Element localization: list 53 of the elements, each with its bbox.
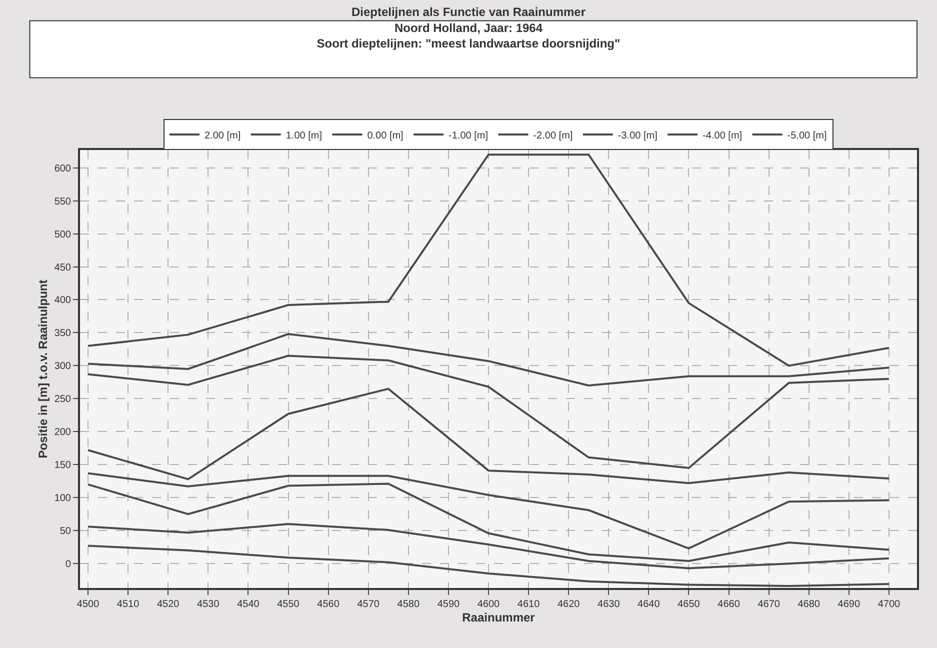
legend-label: -4.00 [m] — [702, 130, 742, 142]
x-tick-label: 4630 — [598, 599, 620, 610]
x-tick-label: 4500 — [76, 599, 100, 610]
legend-label: -2.00 [m] — [533, 130, 573, 142]
x-tick-label: 4510 — [116, 599, 140, 610]
y-tick-label: 550 — [54, 196, 72, 208]
y-tick-label: 500 — [54, 229, 72, 240]
line-series — [87, 472, 890, 550]
x-tick-label: 4680 — [798, 599, 820, 610]
y-axis-title: Positie in [m] t.o.v. Raainulpunt — [36, 280, 50, 458]
legend-label: 0.00 [m] — [367, 130, 404, 142]
line-series — [87, 544, 890, 588]
y-tick-label: 450 — [54, 262, 72, 274]
legend-label: 2.00 [m] — [204, 130, 241, 142]
x-axis-title: Raainummer — [462, 610, 536, 624]
x-tick-label: 4690 — [838, 599, 860, 610]
x-tick-label: 4700 — [878, 599, 901, 610]
y-tick-label: 250 — [54, 394, 72, 406]
chart-title: Dieptelijnen als Functie van Raainummer Noord Holland, Jaar: 1964 Soort dieptelijnen: "meest landwaartse doorsnijding" — [316, 5, 620, 50]
x-tick-label: 4650 — [678, 599, 700, 610]
x-tick-label: 4600 — [477, 599, 500, 610]
x-tick-label: 4670 — [758, 599, 780, 610]
y-tick-label: 350 — [54, 328, 72, 340]
x-tick-label: 4520 — [156, 599, 180, 610]
line-series — [87, 333, 890, 386]
line-series — [87, 154, 890, 367]
y-tick-label: 150 — [54, 460, 72, 472]
line-series — [87, 523, 890, 570]
line-series — [87, 482, 890, 562]
y-tick-label: 300 — [54, 361, 72, 372]
x-tick-label: 4610 — [517, 599, 540, 610]
legend-label: -1.00 [m] — [448, 130, 488, 142]
legend-label: -5.00 [m] — [787, 130, 827, 142]
x-tick-label: 4580 — [397, 599, 420, 610]
y-tick-label: 50 — [60, 526, 72, 538]
x-tick-label: 4620 — [557, 599, 580, 610]
legend-label: 1.00 [m] — [286, 130, 322, 142]
x-tick-label: 4530 — [197, 599, 220, 610]
x-tick-label: 4590 — [437, 599, 460, 610]
y-tick-label: 0 — [65, 559, 72, 570]
y-tick-label: 100 — [54, 493, 72, 504]
x-tick-label: 4640 — [638, 599, 660, 610]
x-tick-label: 4550 — [277, 599, 300, 610]
line-series — [87, 388, 890, 484]
y-tick-label: 200 — [54, 427, 72, 438]
y-tick-label: 600 — [54, 163, 72, 174]
x-tick-label: 4660 — [718, 599, 740, 610]
legend-label: -3.00 [m] — [618, 130, 658, 142]
x-tick-label: 4570 — [357, 599, 380, 610]
x-tick-label: 4540 — [237, 599, 260, 610]
line-series — [87, 354, 890, 469]
y-tick-label: 400 — [54, 295, 72, 306]
x-tick-label: 4560 — [317, 599, 340, 610]
